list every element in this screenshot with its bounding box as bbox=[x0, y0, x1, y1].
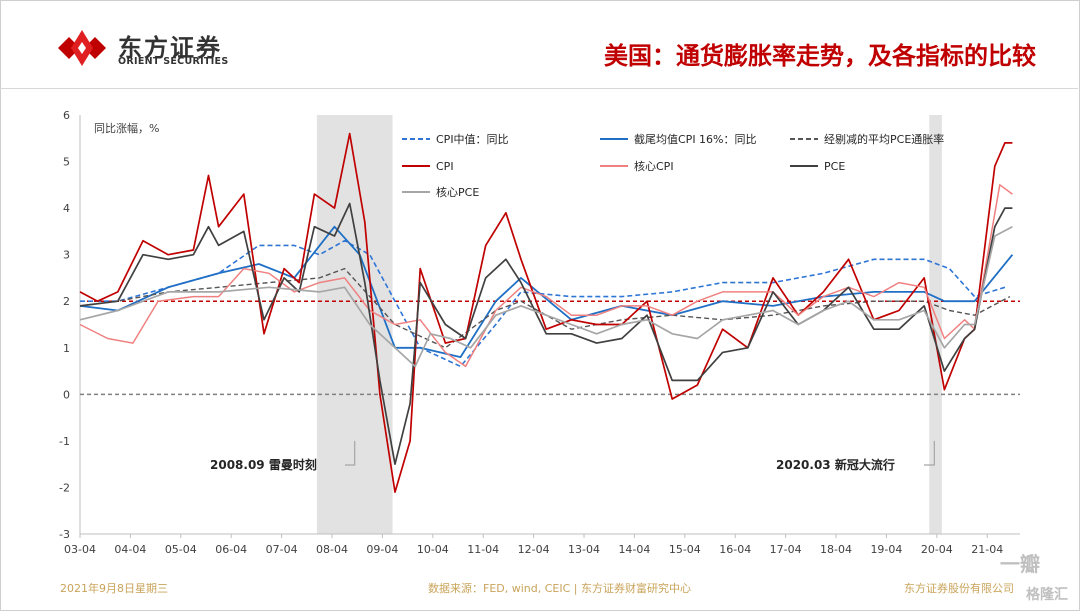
legend-label-4: 核心CPI bbox=[634, 159, 674, 173]
footer-date: 2021年9月8日星期三 bbox=[60, 582, 168, 595]
recession-band-0 bbox=[316, 115, 393, 534]
annotation-label-1: 2020.03 新冠大流行 bbox=[776, 457, 895, 472]
x-tick-label-06-04: 06-04 bbox=[215, 543, 247, 556]
x-tick-label-12-04: 12-04 bbox=[518, 543, 550, 556]
header-divider bbox=[0, 88, 1078, 89]
y-tick-label--1: -1 bbox=[59, 435, 70, 448]
y-tick-label-6: 6 bbox=[63, 109, 70, 122]
x-tick-label-13-04: 13-04 bbox=[568, 543, 600, 556]
watermark-text-1: 一瓣 bbox=[1000, 552, 1040, 576]
x-tick-label-18-04: 18-04 bbox=[820, 543, 852, 556]
footer-source: 数据来源：FED, wind, CEIC | 东方证券财富研究中心 bbox=[428, 582, 691, 595]
y-tick-label-5: 5 bbox=[63, 156, 70, 169]
diamond-logo-icon bbox=[58, 30, 106, 66]
logo-en-text: ORIENT SECURITIES bbox=[118, 56, 229, 67]
x-tick-label-21-04: 21-04 bbox=[971, 543, 1003, 556]
legend-label-1: 截尾均值CPI 16%：同比 bbox=[634, 132, 757, 146]
y-tick-label-1: 1 bbox=[63, 342, 70, 355]
y-tick-label-2: 2 bbox=[63, 295, 70, 308]
series-line-6 bbox=[79, 225, 1013, 368]
recession-band-1 bbox=[929, 115, 942, 534]
series-line-4 bbox=[79, 184, 1013, 368]
annotation-leader-1 bbox=[924, 440, 935, 466]
logo-cn-text: 东方证券 bbox=[118, 34, 222, 62]
annotation-leader-0 bbox=[345, 440, 356, 466]
legend-label-6: 核心PCE bbox=[436, 185, 479, 199]
x-tick-label-09-04: 09-04 bbox=[366, 543, 398, 556]
x-tick-label-10-04: 10-04 bbox=[417, 543, 449, 556]
slide-title: 美国：通货膨胀率走势，及各指标的比较 bbox=[604, 42, 1036, 70]
series-line-0 bbox=[80, 239, 1006, 368]
series-line-2 bbox=[79, 267, 1011, 349]
y-tick-label-4: 4 bbox=[63, 202, 70, 215]
x-tick-label-08-04: 08-04 bbox=[316, 543, 348, 556]
x-tick-label-15-04: 15-04 bbox=[669, 543, 701, 556]
y-tick-label-3: 3 bbox=[63, 249, 70, 262]
annotation-label-0: 2008.09 雷曼时刻 bbox=[210, 457, 317, 472]
y-axis-label: 同比涨幅，% bbox=[94, 122, 159, 135]
legend-label-5: PCE bbox=[824, 160, 845, 173]
company-logo: 东方证券 ORIENT SECURITIES bbox=[52, 26, 272, 70]
x-tick-label-03-04: 03-04 bbox=[64, 543, 96, 556]
x-tick-label-16-04: 16-04 bbox=[719, 543, 751, 556]
legend-label-3: CPI bbox=[436, 160, 454, 173]
x-tick-label-20-04: 20-04 bbox=[921, 543, 953, 556]
y-tick-label--2: -2 bbox=[59, 481, 70, 494]
y-tick-label-0: 0 bbox=[63, 388, 70, 401]
x-tick-label-14-04: 14-04 bbox=[618, 543, 650, 556]
x-tick-label-07-04: 07-04 bbox=[266, 543, 298, 556]
x-tick-label-11-04: 11-04 bbox=[467, 543, 499, 556]
x-tick-label-17-04: 17-04 bbox=[770, 543, 802, 556]
series-line-5 bbox=[79, 202, 1013, 466]
x-tick-label-04-04: 04-04 bbox=[114, 543, 146, 556]
x-tick-label-05-04: 05-04 bbox=[165, 543, 197, 556]
legend-label-2: 经剔减的平均PCE通胀率 bbox=[824, 132, 944, 146]
x-tick-label-19-04: 19-04 bbox=[870, 543, 902, 556]
legend-label-0: CPI中值：同比 bbox=[436, 133, 509, 146]
footer-company: 东方证券股份有限公司 bbox=[904, 582, 1014, 595]
watermark-text-2: 格隆汇 bbox=[1026, 587, 1068, 603]
series-line-3 bbox=[79, 132, 1013, 493]
y-tick-label--3: -3 bbox=[59, 528, 70, 541]
